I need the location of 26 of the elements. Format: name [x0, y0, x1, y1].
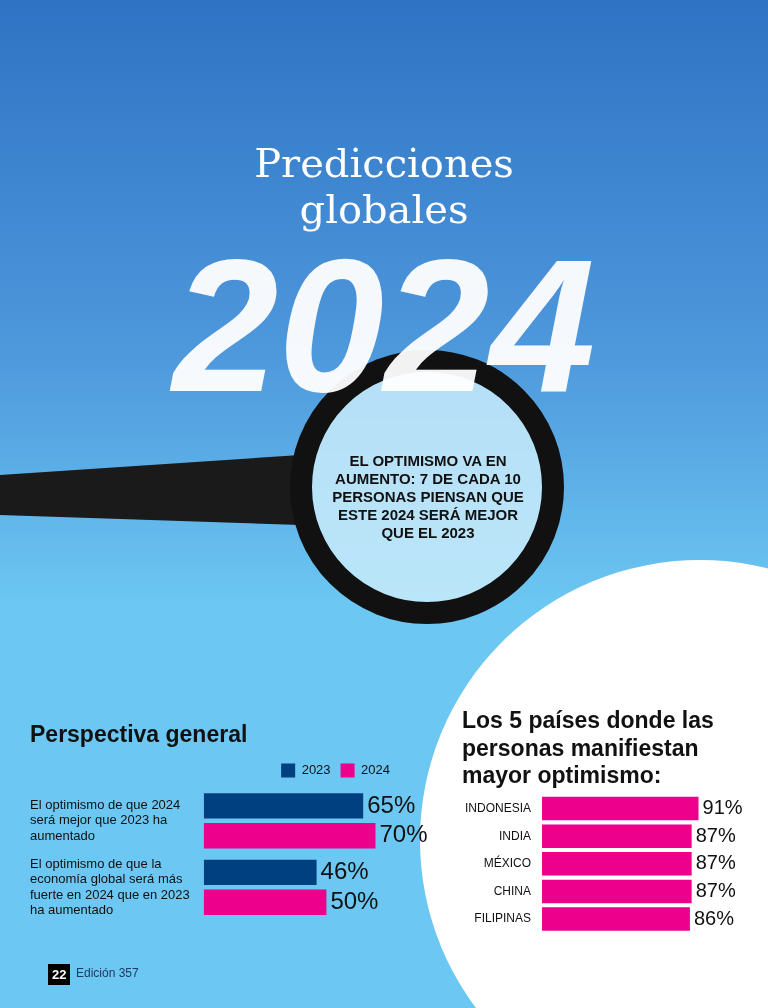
y-tick-label: INDIA — [499, 828, 532, 843]
data-label: 86% — [693, 906, 735, 929]
y-tick-label: INDONESIA — [465, 800, 532, 815]
text: EL OPTIMISMO VA EN AUMENTO: 7 DE CADA 10 PERSONAS PIENSAN QUE ESTE 2024 SERÁ MEJOR QUE EL 2023 — [331, 452, 525, 542]
bar — [203, 793, 364, 819]
data-label: 65% — [367, 790, 416, 818]
chart-title: Perspectiva general — [30, 721, 248, 748]
y-tick-label: CHINA — [493, 883, 532, 898]
data-label: 46% — [320, 857, 369, 885]
y-tick-label: El optimismo de que 2024 será mejor que 2023 ha aumentado — [30, 796, 181, 844]
bar — [203, 889, 327, 916]
text: 22 — [48, 964, 71, 985]
text: Edición 357 — [76, 966, 139, 980]
data-label: 50% — [330, 886, 379, 914]
data-label: 87% — [695, 823, 736, 846]
legend-label: 2024 — [361, 762, 390, 778]
data-label: 87% — [695, 878, 736, 901]
bar — [203, 823, 376, 849]
y-tick-label: MÉXICO — [483, 855, 532, 871]
y-tick-label: FILIPINAS — [474, 911, 532, 926]
legend-label: 2023 — [301, 762, 331, 778]
y-tick-label: El optimismo de que la economía global será más fuerte en 2024 que en 2023 ha aumentado — [30, 855, 190, 918]
bar — [203, 859, 317, 886]
data-label: 87% — [695, 851, 736, 874]
data-label: 91% — [702, 796, 743, 819]
chart-title: Los 5 países donde las personas manifiestan mayor optimismo: — [462, 707, 714, 789]
